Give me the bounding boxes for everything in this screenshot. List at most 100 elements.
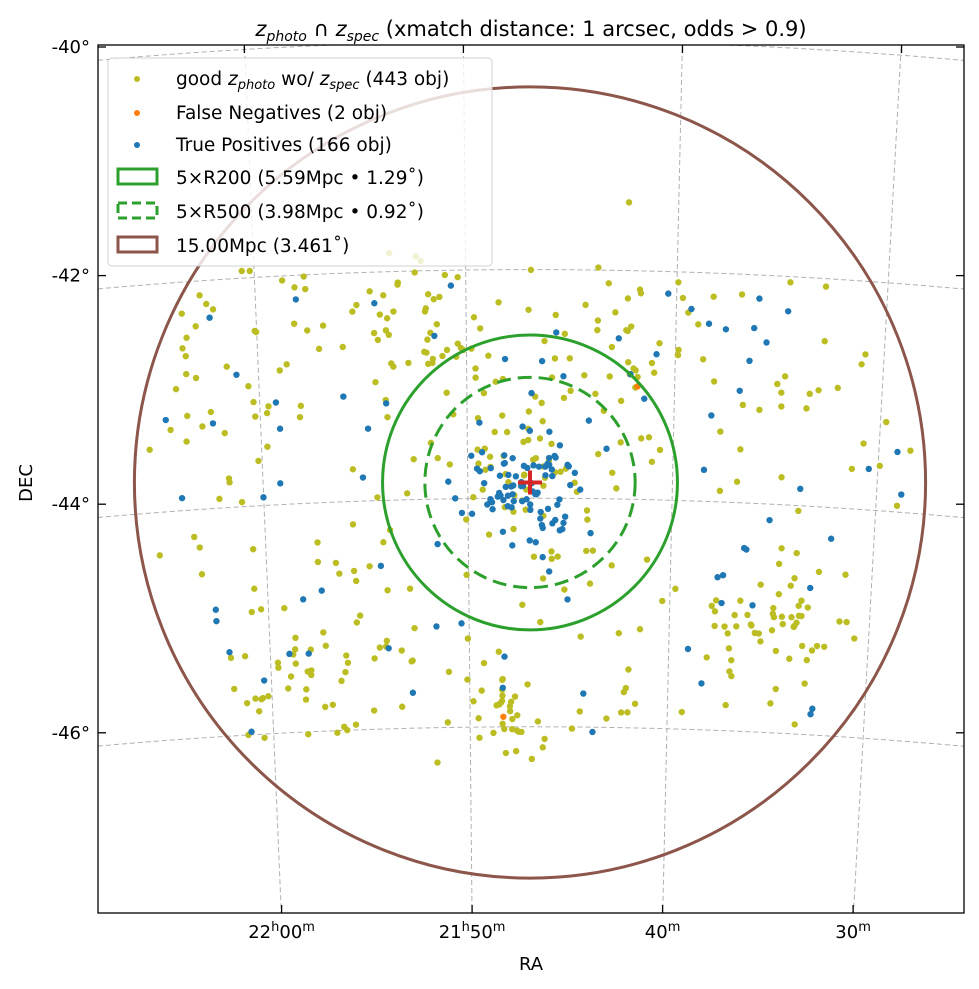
good-zphoto-point: [356, 612, 364, 619]
good-zphoto-point: [478, 687, 485, 694]
true-positive-point: [431, 332, 438, 340]
true-positive-point: [305, 650, 312, 657]
good-zphoto-point: [196, 544, 203, 551]
good-zphoto-point: [566, 355, 573, 362]
good-zphoto-point: [815, 387, 822, 394]
good-zphoto-point: [733, 623, 740, 630]
good-zphoto-point: [803, 405, 810, 412]
good-zphoto-point: [815, 568, 823, 576]
chart-title: zphoto ∩ zspec (xmatch distance: 1 arcse…: [254, 17, 806, 45]
good-zphoto-point: [287, 673, 295, 680]
true-positive-point: [554, 501, 561, 508]
true-positive-point: [749, 602, 756, 609]
true-positive-point: [542, 463, 549, 470]
true-positive-point: [743, 546, 750, 553]
good-zphoto-point: [624, 295, 632, 302]
good-zphoto-point: [297, 402, 305, 410]
good-zphoto-point: [615, 629, 623, 637]
good-zphoto-point: [304, 668, 311, 675]
good-zphoto-point: [349, 466, 357, 473]
true-positive-point: [340, 393, 347, 400]
true-positive-point: [447, 282, 455, 289]
true-positive-point: [560, 519, 567, 527]
good-zphoto-point: [470, 494, 477, 501]
good-zphoto-point: [767, 700, 774, 707]
x-tick-label: 21h50m: [439, 920, 506, 943]
good-zphoto-point: [561, 586, 568, 593]
true-positive-point: [524, 464, 531, 472]
legend-label-true-positives: True Positives (166 obj): [175, 135, 392, 156]
circle-r15mpc: [132, 85, 928, 880]
true-positive-point: [286, 650, 293, 658]
true-positive-point: [603, 445, 610, 452]
good-zphoto-point: [630, 365, 637, 372]
good-zphoto-point: [501, 725, 508, 733]
good-zphoto-point: [775, 591, 783, 598]
legend-label-good-zphoto: good zphoto wo/ zspec (443 obj): [176, 69, 449, 93]
good-zphoto-point: [499, 720, 506, 727]
good-zphoto-point: [728, 657, 735, 664]
good-zphoto-point: [463, 516, 470, 523]
true-positive-point: [766, 516, 773, 524]
good-zphoto-point: [519, 601, 526, 608]
good-zphoto-point: [336, 570, 343, 577]
true-positive-point: [763, 339, 770, 346]
good-zphoto-point: [787, 582, 794, 589]
legend-label-false-negatives: False Negatives (2 obj): [176, 103, 387, 124]
good-zphoto-point: [521, 471, 528, 478]
true-positive-point: [248, 728, 255, 735]
good-zphoto-point: [858, 361, 865, 368]
good-zphoto-point: [227, 654, 235, 662]
true-positive-point: [445, 478, 452, 485]
true-positive-point: [509, 542, 516, 549]
good-zphoto-point: [178, 310, 185, 317]
good-zphoto-point: [291, 284, 298, 291]
good-zphoto-point: [755, 630, 762, 637]
good-zphoto-point: [339, 343, 346, 351]
good-zphoto-point: [251, 585, 258, 592]
good-zphoto-point: [249, 545, 257, 553]
good-zphoto-point: [342, 668, 349, 676]
legend: good zphoto wo/ zspec (443 obj) False Ne…: [107, 57, 493, 267]
good-zphoto-point: [257, 606, 265, 613]
good-zphoto-point: [636, 626, 644, 633]
true-positive-point: [700, 466, 708, 474]
good-zphoto-point: [183, 334, 190, 341]
good-zphoto-point: [772, 685, 779, 693]
legend-patch-r200: [116, 167, 159, 186]
good-zphoto-point: [561, 330, 569, 338]
good-zphoto-point: [778, 474, 785, 481]
true-positive-point: [162, 416, 169, 424]
true-positive-point: [561, 513, 569, 520]
y-tick-label: -40°: [52, 37, 90, 58]
good-zphoto-point: [772, 647, 780, 655]
good-zphoto-point: [334, 729, 341, 736]
good-zphoto-point: [238, 498, 246, 506]
good-zphoto-point: [586, 580, 594, 587]
good-zphoto-point: [434, 454, 441, 462]
good-zphoto-point: [617, 709, 625, 716]
good-zphoto-point: [703, 654, 710, 661]
good-zphoto-point: [876, 462, 883, 470]
good-zphoto-point: [643, 556, 651, 563]
good-zphoto-point: [722, 701, 729, 709]
ra-grid-line: [662, 45, 683, 913]
good-zphoto-point: [383, 315, 391, 322]
good-zphoto-point: [480, 659, 488, 667]
good-zphoto-point: [302, 285, 309, 293]
legend-marker-good-zphoto: [134, 76, 140, 82]
good-zphoto-point: [207, 408, 215, 416]
good-zphoto-point: [265, 693, 272, 700]
good-zphoto-point: [172, 385, 180, 393]
good-zphoto-point: [883, 418, 890, 426]
true-positive-point: [502, 483, 509, 491]
true-positive-point: [468, 510, 476, 517]
good-zphoto-point: [390, 308, 397, 315]
good-zphoto-point: [429, 355, 437, 363]
true-positive-point: [277, 480, 284, 487]
scatter-points: [146, 199, 914, 766]
good-zphoto-point: [717, 428, 724, 435]
good-zphoto-point: [472, 365, 479, 372]
good-zphoto-point: [490, 729, 497, 737]
good-zphoto-point: [648, 458, 656, 465]
